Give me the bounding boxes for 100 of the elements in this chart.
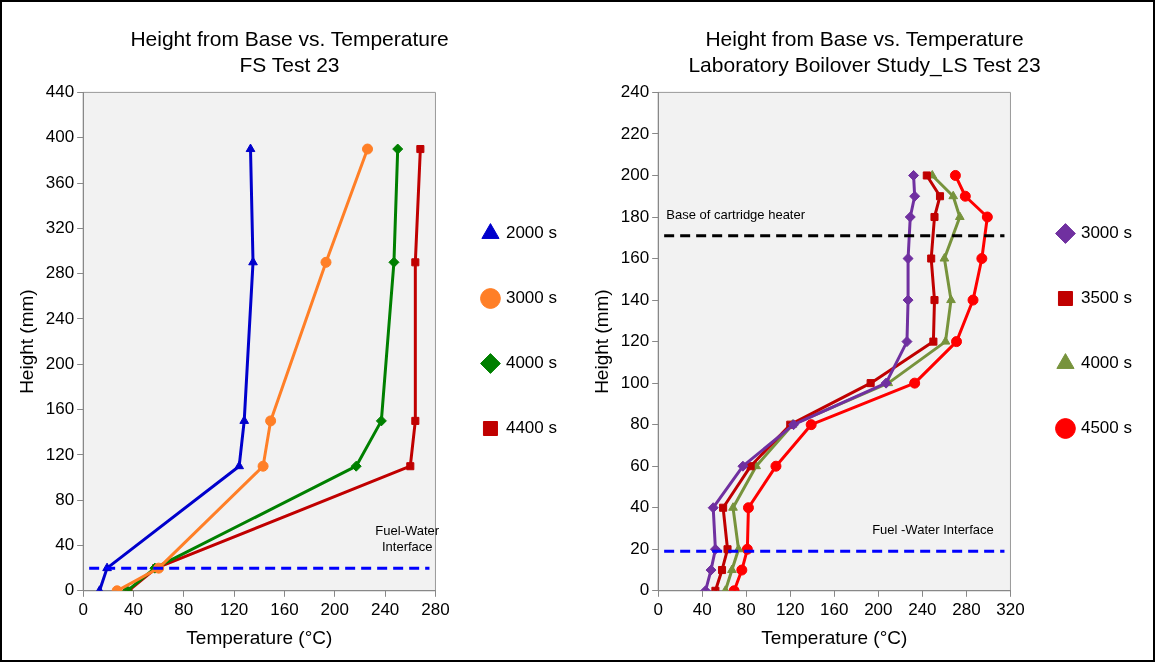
x-axis-title: Temperature (°C) [761,626,908,648]
ref-line-label: Fuel-Water Interface [375,523,440,555]
point [909,377,921,389]
y-tick-label: 320 [45,218,75,238]
point [908,169,920,181]
point [375,415,387,427]
point [717,566,727,575]
legend-label: 3500 s [1080,288,1133,308]
legend-label: 2000 s [505,223,558,243]
y-tick-label: 280 [45,263,75,283]
point [245,143,256,153]
x-tick-label: 160 [270,599,299,619]
point [736,564,748,576]
x-tick-label: 280 [952,599,981,619]
point [929,337,938,346]
y-tick-label: 120 [45,444,75,464]
point [362,143,374,155]
x-tick-label: 0 [653,599,663,619]
point [927,254,936,263]
point [949,169,961,181]
point [951,336,963,348]
point [257,460,269,472]
y-tick-label: 200 [620,165,650,185]
y-tick-label: 20 [630,538,650,558]
y-tick-label: 160 [620,248,650,268]
x-tick-label: 240 [908,599,937,619]
point [922,171,931,180]
y-tick-label: 40 [630,497,650,517]
y-axis-title: Height (mm) [15,289,37,394]
x-tick-label: 200 [864,599,893,619]
y-tick-label: 400 [45,127,75,147]
point [976,253,988,265]
y-axis-title: Height (mm) [590,289,612,394]
y-tick-label: 240 [45,308,75,328]
chart-title: Height from Base vs. Temperature FS Test 23 [130,27,449,76]
point [705,564,717,576]
point [805,419,817,431]
x-tick-label: 120 [776,599,805,619]
point [320,256,332,268]
point [959,190,971,202]
legend-label: 4000 s [1080,353,1133,373]
point [866,379,875,388]
x-tick-label: 0 [78,599,88,619]
point [967,294,979,306]
x-axis-title: Temperature (°C) [186,626,333,648]
y-tick-label: 80 [55,489,75,509]
y-tick-label: 360 [45,172,75,192]
y-tick-label: 440 [45,82,75,102]
x-tick-label: 80 [736,599,756,619]
x-tick-label: 120 [219,599,249,619]
chart-title: Height from Base vs. Temperature Laboratory Boilover Study_LS Test 23 [688,27,1041,77]
point [930,212,939,222]
point [728,502,738,511]
x-tick-label: 40 [124,599,143,619]
legend-label: 4000 s [505,353,558,373]
point [946,294,956,304]
legend-label: 4400 s [505,418,558,438]
point [719,503,728,512]
point [940,336,951,345]
x-tick-label: 40 [692,599,712,619]
x-tick-label: 160 [820,599,849,619]
ref-line-label: Fuel -Water Interface [872,522,994,538]
y-tick-label: 80 [630,414,650,434]
x-tick-label: 320 [996,599,1025,619]
point [234,460,245,470]
point [948,190,959,200]
x-tick-label: 200 [320,599,349,619]
point [727,564,737,574]
y-tick-label: 140 [620,289,650,309]
point [939,253,950,262]
point [350,460,362,472]
point [737,460,749,472]
y-tick-label: 240 [620,82,650,102]
y-tick-label: 40 [55,535,75,555]
point [909,190,921,202]
point [904,211,916,223]
y-tick-label: 160 [45,399,75,419]
point [981,211,993,223]
x-tick-label: 280 [421,599,450,619]
y-tick-label: 0 [64,580,75,600]
point [901,336,913,348]
point [411,258,420,267]
point [770,460,782,472]
ref-line-label: Base of cartridge heater [666,206,806,222]
point [416,145,425,154]
point [742,502,754,514]
y-tick-label: 120 [620,331,650,351]
y-tick-label: 180 [620,206,650,226]
legend-label: 3000 s [505,288,558,308]
x-tick-label: 80 [174,599,194,619]
legend-label: 3000 s [1080,223,1133,243]
y-tick-label: 60 [630,455,650,475]
x-tick-label: 240 [370,599,400,619]
point [265,415,277,427]
point [392,143,404,155]
y-tick-label: 100 [620,372,650,392]
point [406,462,415,471]
y-tick-label: 0 [639,580,650,600]
point [954,211,965,220]
legend-label: 4500 s [1080,418,1133,438]
